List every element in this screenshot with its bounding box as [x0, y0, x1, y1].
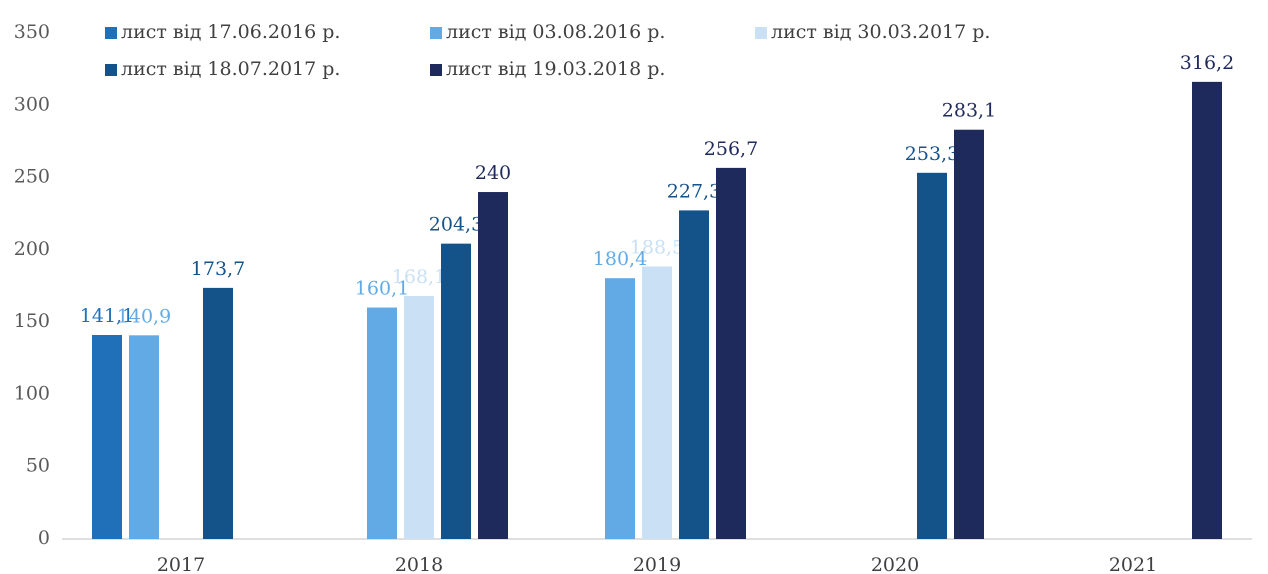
y-tick-label: 350 — [14, 21, 50, 43]
y-tick-label: 200 — [14, 238, 50, 260]
value-label: 227,3 — [667, 180, 721, 202]
bar — [404, 295, 434, 539]
x-tick-label: 2018 — [395, 554, 443, 574]
bar — [441, 243, 471, 539]
value-label: 316,2 — [1180, 52, 1234, 74]
y-tick-label: 50 — [26, 455, 50, 477]
legend-swatch — [105, 64, 117, 76]
legend-label: лист від 18.07.2017 р. — [121, 58, 340, 80]
legend-swatch — [430, 64, 442, 76]
bar — [605, 278, 635, 539]
y-tick-label: 300 — [14, 93, 50, 115]
bar — [679, 210, 709, 539]
legend-label: лист від 19.03.2018 р. — [446, 58, 665, 80]
x-tick-label: 2019 — [633, 554, 681, 574]
y-tick-label: 250 — [14, 166, 50, 188]
y-tick-label: 100 — [14, 382, 50, 404]
legend-swatch — [105, 27, 117, 39]
value-label: 283,1 — [942, 100, 996, 122]
value-label: 160,1 — [355, 278, 409, 300]
x-tick-label: 2021 — [1109, 554, 1157, 574]
value-label: 240 — [475, 162, 511, 184]
bar — [1192, 81, 1222, 539]
value-label: 188,5 — [630, 236, 684, 258]
y-tick-label: 0 — [38, 527, 50, 549]
value-label: 180,4 — [593, 248, 647, 270]
value-label: 173,7 — [191, 258, 245, 280]
bar — [92, 335, 122, 539]
bar — [129, 335, 159, 539]
value-label: 141,1 — [80, 305, 134, 327]
bar — [203, 287, 233, 539]
bar — [917, 172, 947, 539]
x-tick-label: 2017 — [157, 554, 205, 574]
value-label: 168,1 — [392, 266, 446, 288]
legend-label: лист від 30.03.2017 р. — [771, 21, 990, 43]
bar — [478, 192, 508, 539]
legend-swatch — [755, 27, 767, 39]
x-tick-label: 2020 — [871, 554, 919, 574]
bar — [716, 167, 746, 540]
value-label: 204,3 — [429, 214, 483, 236]
value-label: 256,7 — [704, 138, 758, 160]
bar — [642, 266, 672, 539]
legend-label: лист від 03.08.2016 р. — [446, 21, 665, 43]
bar — [954, 129, 984, 539]
legend-label: лист від 17.06.2016 р. — [121, 21, 340, 43]
legend-swatch — [430, 27, 442, 39]
value-label: 140,9 — [117, 305, 171, 327]
value-label: 253,3 — [905, 143, 959, 165]
y-tick-label: 150 — [14, 310, 50, 332]
bar — [367, 307, 397, 539]
